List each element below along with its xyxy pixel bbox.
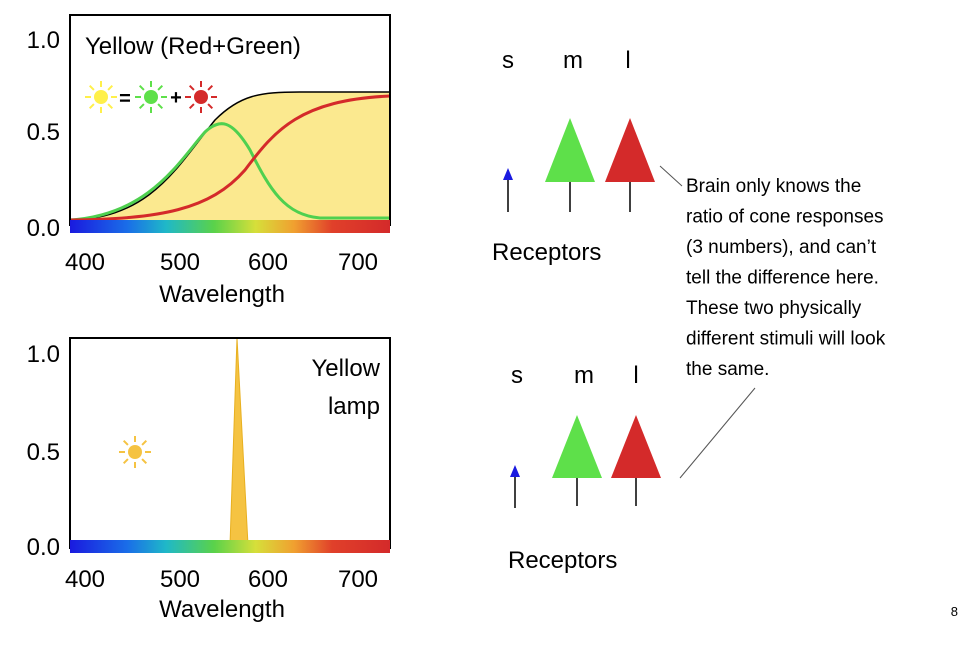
x-tick-label: 600 bbox=[248, 566, 288, 593]
equation-sign: + bbox=[170, 87, 182, 109]
bottom-plot: Yellow lamp 1.0 0.5 0.0 400 500 600 700 … bbox=[27, 337, 391, 623]
y-tick-label: 0.5 bbox=[27, 439, 60, 466]
l-cone bbox=[611, 415, 661, 478]
note-line: ratio of cone responses bbox=[686, 207, 884, 228]
x-tick-label: 700 bbox=[338, 566, 378, 593]
pointer-line bbox=[679, 387, 756, 479]
l-cone bbox=[605, 118, 655, 182]
x-tick-label: 700 bbox=[338, 249, 378, 276]
note: Brain only knows the ratio of cone respon… bbox=[686, 176, 886, 380]
x-axis-label: Wavelength bbox=[159, 596, 285, 623]
y-tick-label: 1.0 bbox=[27, 341, 60, 368]
yellow-fill bbox=[70, 92, 390, 220]
sun-ray bbox=[207, 103, 214, 110]
sun-ray bbox=[122, 439, 129, 446]
sun-ray bbox=[141, 439, 148, 446]
page-number: 8 bbox=[951, 604, 958, 619]
sun-ray bbox=[157, 103, 164, 110]
sun-ray bbox=[188, 84, 195, 91]
y-tick-label: 0.0 bbox=[27, 215, 60, 242]
note-line: tell the difference here. bbox=[686, 268, 879, 289]
cone-label: m bbox=[563, 47, 583, 74]
bottom-receptors: s m l Receptors bbox=[508, 362, 661, 574]
x-tick-label: 400 bbox=[65, 249, 105, 276]
note-line: These two physically bbox=[686, 298, 862, 319]
pointer-line bbox=[659, 165, 683, 187]
sun-disc bbox=[128, 445, 142, 459]
top-plot: Yellow (Red+Green) = + 1.0 0.5 0.0 400 5… bbox=[27, 14, 391, 308]
spectrum-bar bbox=[70, 220, 390, 233]
lamp-spike bbox=[229, 337, 249, 546]
spectrum-bar bbox=[70, 540, 390, 553]
sun-ray bbox=[188, 103, 195, 110]
receptors-label: Receptors bbox=[492, 239, 601, 266]
sun-icon bbox=[119, 436, 151, 468]
m-cone bbox=[552, 415, 602, 478]
receptors-label: Receptors bbox=[508, 547, 617, 574]
sun-icon bbox=[185, 81, 217, 113]
sun-ray bbox=[141, 458, 148, 465]
green-curve bbox=[69, 122, 390, 222]
cone-label: m bbox=[574, 362, 594, 389]
sun-ray bbox=[207, 84, 214, 91]
plot-label: Yellow bbox=[312, 355, 381, 382]
sun-icon bbox=[135, 81, 167, 113]
cone-label: l bbox=[625, 47, 630, 74]
x-tick-label: 400 bbox=[65, 566, 105, 593]
note-line: Brain only knows the bbox=[686, 176, 861, 197]
equation-sign: = bbox=[119, 88, 131, 110]
x-tick-label: 500 bbox=[160, 249, 200, 276]
s-cone bbox=[503, 168, 513, 180]
y-tick-label: 0.0 bbox=[27, 534, 60, 561]
cone-label: s bbox=[502, 47, 514, 74]
y-tick-label: 0.5 bbox=[27, 119, 60, 146]
x-tick-label: 500 bbox=[160, 566, 200, 593]
sun-ray bbox=[107, 103, 114, 110]
sun-icon bbox=[85, 81, 117, 113]
note-line: the same. bbox=[686, 359, 769, 380]
cone-label: s bbox=[511, 362, 523, 389]
sun-ray bbox=[88, 84, 95, 91]
sun-ray bbox=[157, 84, 164, 91]
x-tick-label: 600 bbox=[248, 249, 288, 276]
top-receptors: s m l Receptors bbox=[492, 47, 655, 266]
s-cone bbox=[510, 465, 520, 477]
red-curve bbox=[69, 94, 391, 222]
m-cone bbox=[545, 118, 595, 182]
plot-label: lamp bbox=[328, 393, 380, 420]
sun-disc bbox=[144, 90, 158, 104]
sun-ray bbox=[122, 458, 129, 465]
note-line: (3 numbers), and can’t bbox=[686, 237, 877, 258]
x-axis-label: Wavelength bbox=[159, 281, 285, 308]
plot-title: Yellow (Red+Green) bbox=[85, 33, 301, 60]
y-tick-label: 1.0 bbox=[27, 27, 60, 54]
cone-label: l bbox=[633, 362, 638, 389]
note-line: different stimuli will look bbox=[686, 329, 886, 350]
sun-disc bbox=[194, 90, 208, 104]
sun-disc bbox=[94, 90, 108, 104]
sun-ray bbox=[107, 84, 114, 91]
sun-ray bbox=[88, 103, 95, 110]
sun-ray bbox=[138, 84, 145, 91]
sun-ray bbox=[138, 103, 145, 110]
